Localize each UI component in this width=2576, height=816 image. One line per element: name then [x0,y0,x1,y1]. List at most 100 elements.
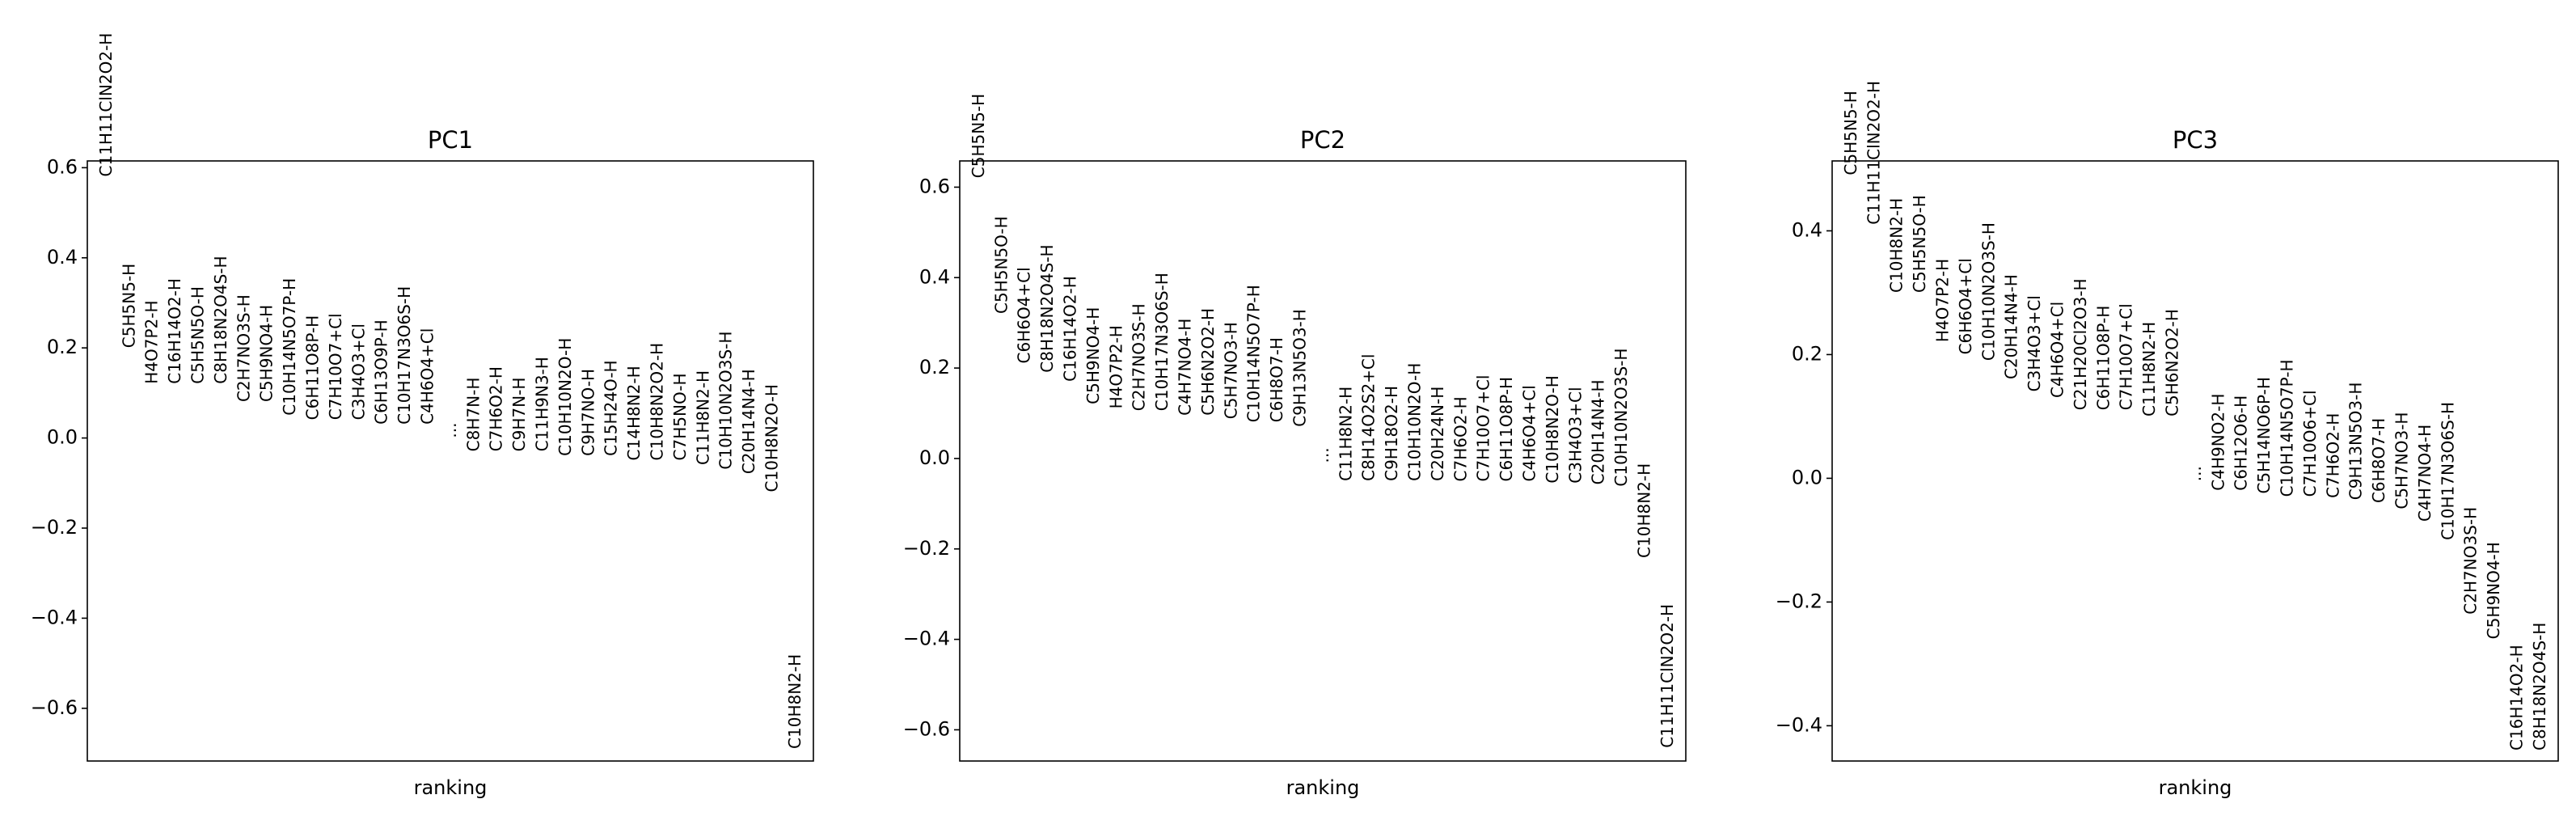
ranking-label: C10H8N2-H [1635,463,1654,558]
ranking-label: C10H17N3O6S-H [2438,402,2457,540]
y-tick-label: −0.6 [903,717,950,740]
ranking-label: C10H10N2O-H [1405,363,1425,481]
plot-frame [959,160,1687,762]
ranking-label: C8H18N2O4S-H [211,256,230,383]
ranking-label: C11H11ClN2O2-H [96,33,116,177]
ranking-label: C10H17N3O6S-H [395,286,414,425]
ranking-label: C6H11O8P-H [2093,306,2113,411]
ranking-label: C5H5N5-H [1841,91,1860,175]
ranking-label: C2H7NO3S-H [234,294,253,402]
ranking-label: C21H20Cl2O3-H [2071,278,2090,410]
y-tick-label: −0.4 [903,628,950,650]
y-tick-label: 0.0 [1792,466,1822,488]
ranking-label: C20H14N4-H [739,369,758,474]
y-tick-label: 0.0 [47,426,78,449]
ranking-label: C7H10O7+Cl [1474,375,1493,482]
ranking-label: C5H5N5-H [969,94,988,178]
ranking-label: C4H7NO4-H [1176,319,1195,416]
ranking-label: ... [441,423,460,438]
ranking-label: C20H24N-H [1428,387,1447,481]
ranking-label: C10H17N3O6S-H [1152,273,1172,411]
y-tick-label: 0.2 [1792,342,1822,365]
ranking-label: C7H10O6+Cl [2300,390,2320,497]
ranking-label: C6H8O7-H [1267,337,1286,422]
y-tick-label: −0.2 [1776,590,1822,612]
panel-title: PC1 [428,126,473,154]
ranking-label: C8H7N-H [463,378,483,452]
y-tick-label: −0.2 [31,516,78,539]
ranking-label: C4H7NO4-H [2415,425,2435,522]
ranking-label: C7H6O2-H [2323,413,2342,498]
y-tick-label: 0.2 [47,336,78,358]
ranking-label: C6H6O4+Cl [1015,267,1034,363]
ranking-label: C15H24O-H [602,360,621,455]
ranking-label: C9H18O2-H [1382,386,1401,481]
y-tick-label: −0.6 [31,696,78,719]
ranking-label: C7H6O2-H [1451,396,1470,481]
ranking-label: C2H7NO3S-H [1130,303,1149,411]
ranking-label: C10H14N5O7P-H [280,278,299,416]
ranking-label: C10H8N2O2-H [648,343,667,461]
ranking-label: C6H11O8P-H [1497,377,1516,482]
ranking-label: C11H8N2-H [693,370,712,465]
ranking-label: C6H12O6-H [2232,395,2251,491]
ranking-label: C5H5N5-H [119,264,138,348]
ranking-label: C6H6O4+Cl [1956,258,1975,354]
ranking-label: C5H6N2O2-H [1198,308,1218,416]
ranking-label: C11H11ClN2O2-H [1864,81,1883,225]
ranking-label: C16H14O2-H [2507,645,2527,750]
x-axis-label: ranking [1286,776,1360,799]
ranking-label: C7H10O7+Cl [2117,303,2136,410]
ranking-label: C5H5N5O-H [188,286,208,384]
ranking-label: C7H6O2-H [487,366,506,451]
ranking-label: C10H14N5O7P-H [1244,285,1264,422]
y-tick-label: 0.6 [919,175,950,197]
ranking-label: ... [1313,447,1332,463]
ranking-label: C9H7N-H [509,378,529,452]
plot-frame [1831,160,2559,762]
ranking-label: ... [2185,466,2205,481]
ranking-label: C10H10N2O3S-H [716,332,736,470]
ranking-label: C5H7NO3-H [2392,412,2412,509]
x-axis-label: ranking [2159,776,2232,799]
ranking-label: C10H14N5O7P-H [2278,359,2297,497]
ranking-label: C9H13N5O3-H [1290,309,1310,427]
ranking-label: C3H4O3+Cl [1565,387,1585,483]
ranking-label: C9H7NO-H [578,369,598,456]
y-tick-label: 0.4 [1792,218,1822,241]
ranking-label: C10H10N2O3S-H [1978,222,1998,361]
ranking-label: C8H18N2O4S-H [2530,623,2549,750]
ranking-label: C5H14NO6P-H [2254,377,2274,493]
y-tick-label: −0.4 [1776,713,1822,736]
ranking-label: C20H14N4-H [1589,380,1608,485]
x-axis-label: ranking [414,776,488,799]
ranking-label: C4H6O4+Cl [1520,385,1539,481]
ranking-label: C14H8N2-H [624,366,644,460]
panel-title: PC2 [1300,126,1345,154]
ranking-label: C16H14O2-H [165,278,184,384]
y-tick-label: 0.4 [919,265,950,288]
ranking-label: H4O7P2-H [142,300,162,383]
ranking-label: C8H14O2S2+Cl [1359,354,1379,481]
ranking-label: C4H9NO2-H [2208,394,2228,491]
ranking-label: C10H10N2O3S-H [1611,349,1631,487]
y-tick-label: 0.4 [47,246,78,268]
ranking-label: C11H11ClN2O2-H [1658,604,1677,748]
ranking-label: C8H18N2O4S-H [1037,244,1057,372]
ranking-label: C5H9NO4-H [2484,542,2503,639]
ranking-label: C9H13N5O3-H [2346,383,2366,501]
ranking-label: C10H8N2-H [1887,198,1907,293]
y-tick-label: −0.2 [903,537,950,560]
ranking-label: C16H14O2-H [1061,276,1080,382]
panel-title: PC3 [2173,126,2218,154]
ranking-label: C5H5N5O-H [991,216,1011,314]
y-tick-label: 0.2 [919,356,950,378]
ranking-label: C7H10O7+Cl [326,313,345,420]
ranking-label: C6H8O7-H [2369,418,2388,503]
ranking-label: C5H9NO4-H [1083,307,1103,404]
ranking-label: C11H8N2-H [1336,387,1355,481]
ranking-label: C20H14N4-H [2002,274,2021,379]
ranking-label: C11H9N3-H [533,357,552,451]
ranking-label: H4O7P2-H [1933,259,1953,342]
